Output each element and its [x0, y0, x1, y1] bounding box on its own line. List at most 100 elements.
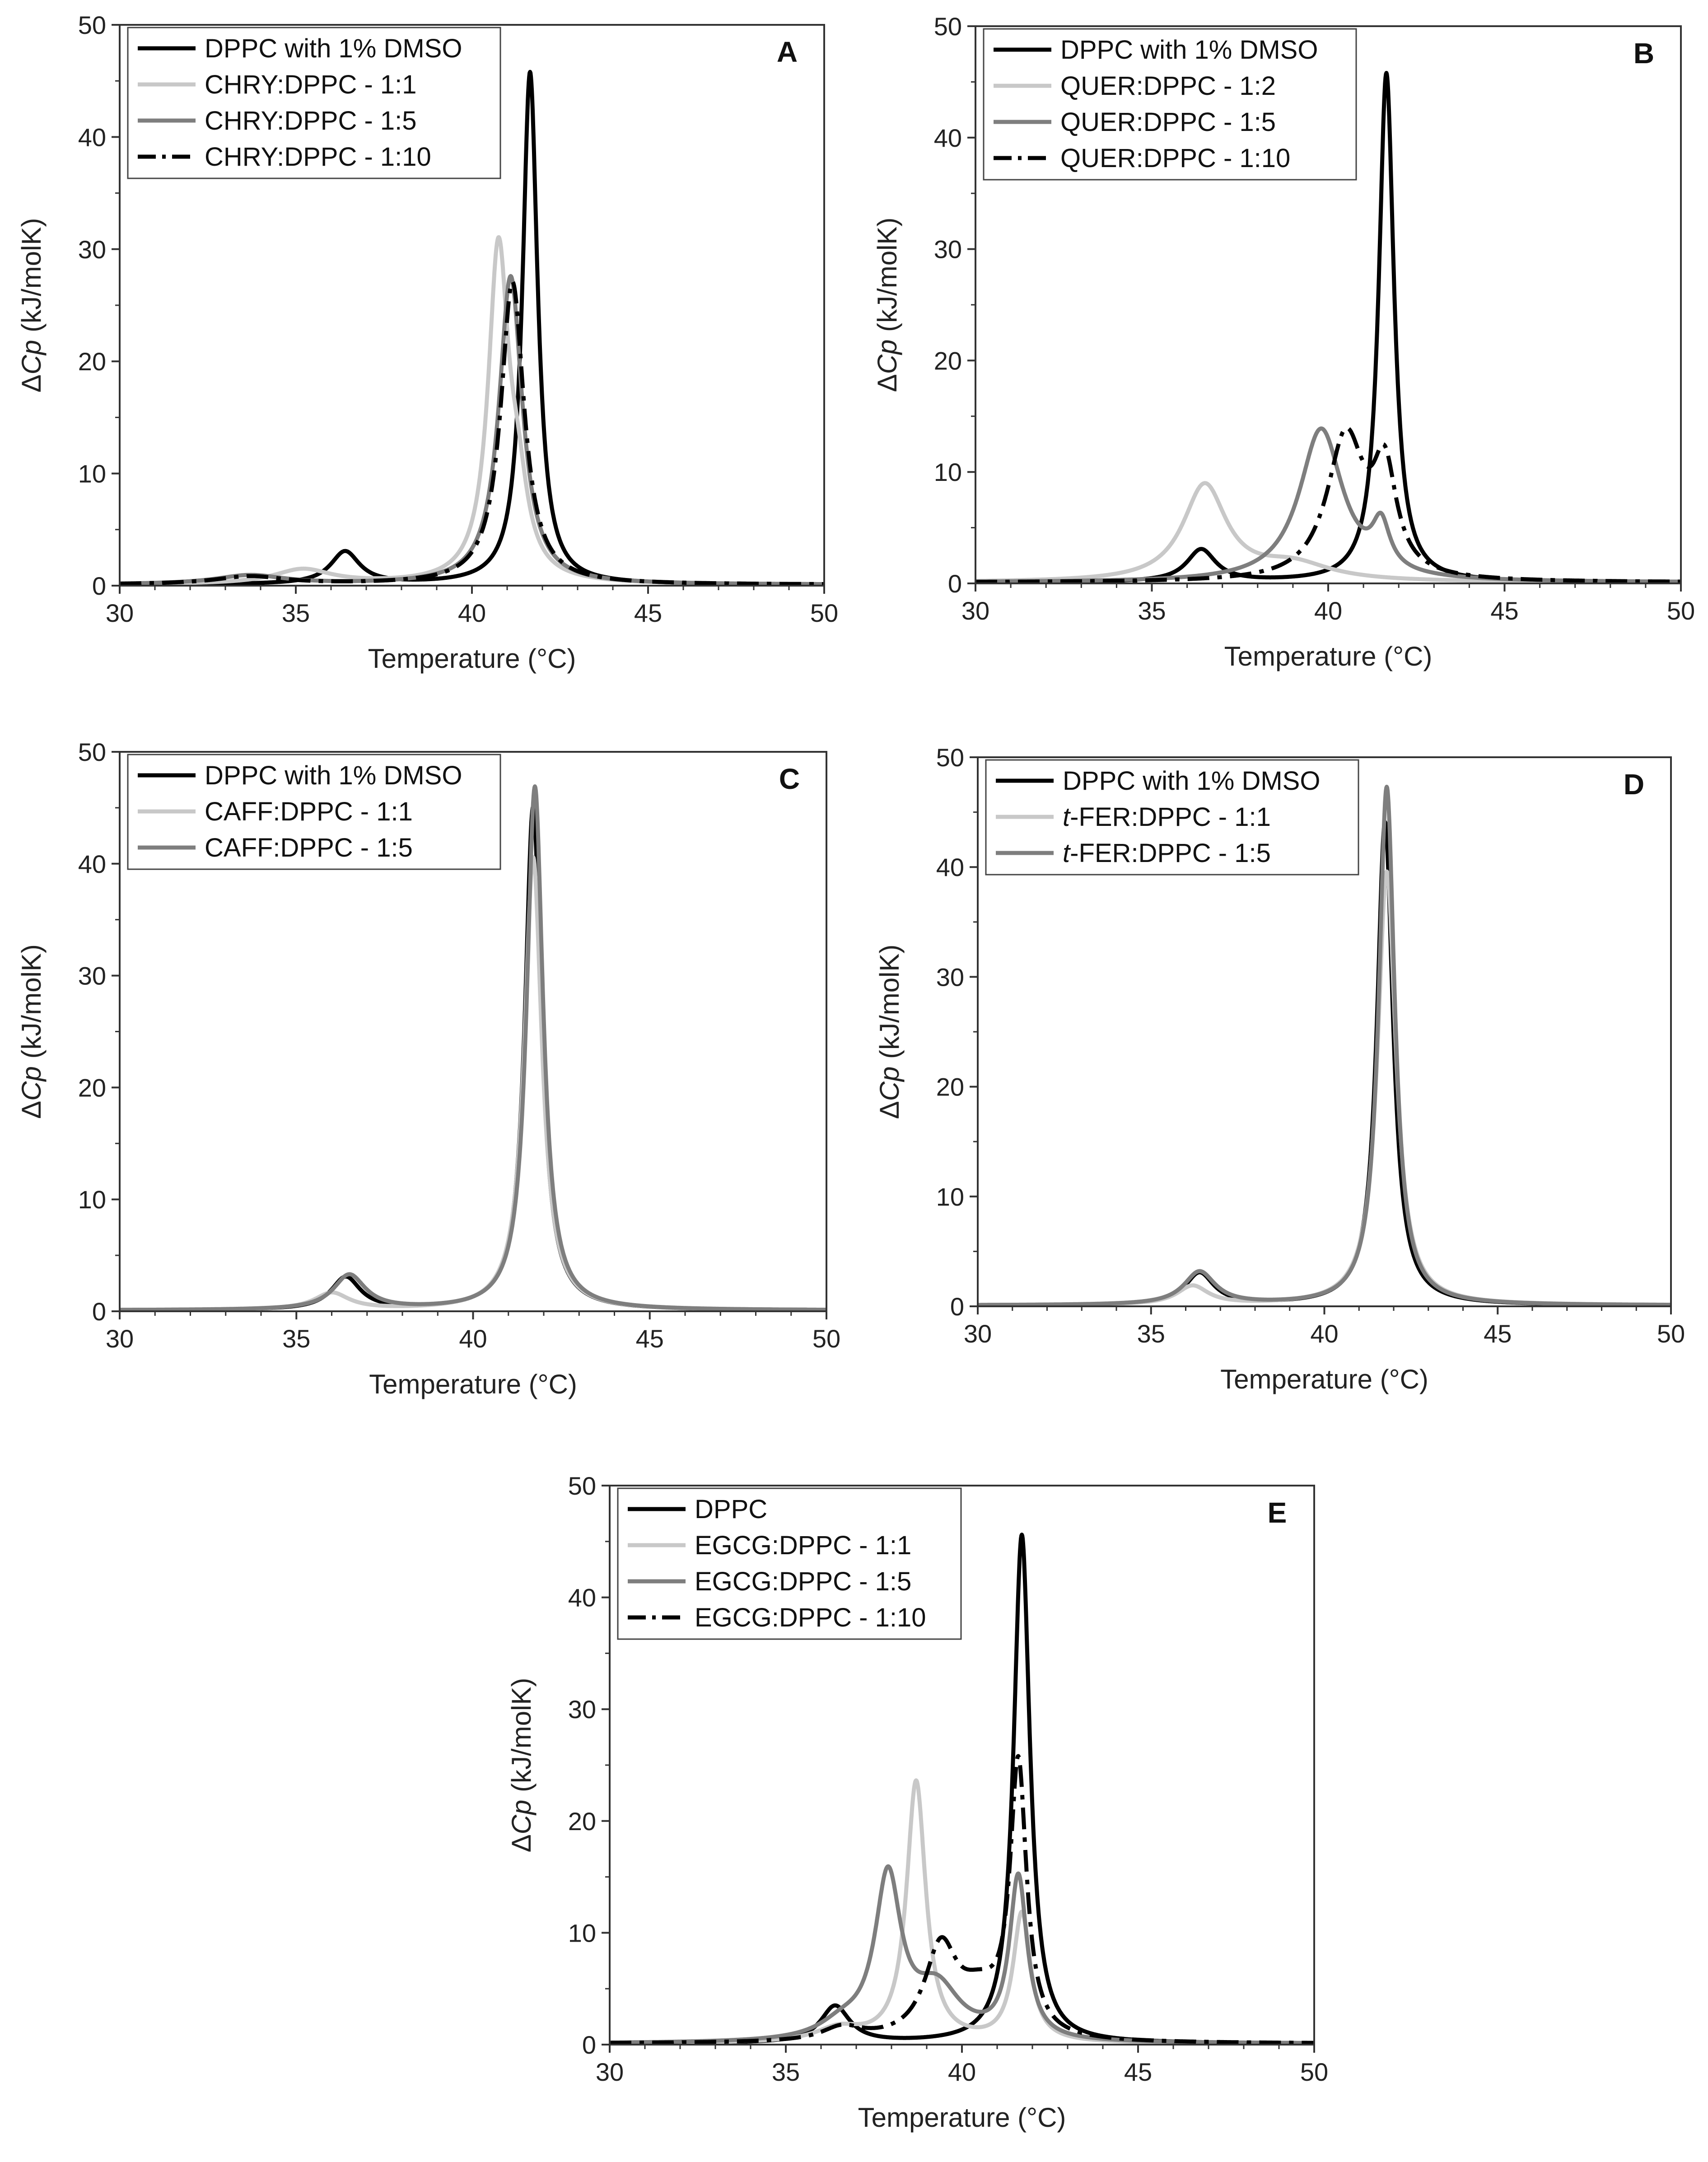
y-tick-label: 20: [78, 347, 106, 376]
legend-box: [617, 1487, 962, 1640]
y-axis-label-units: (kJ/molK): [874, 945, 905, 1067]
y-tick-label: 50: [936, 743, 964, 772]
y-tick-label: 40: [934, 124, 962, 152]
y-axis-label-cp: Cp: [872, 340, 902, 374]
y-tick-label: 30: [568, 1695, 596, 1724]
legend-entry-part: CHRY:DPPC - 1:5: [205, 106, 417, 135]
series-line-e-3: [610, 1754, 1314, 2045]
series-line-a-3: [120, 280, 824, 586]
y-tick-label: 0: [92, 1297, 106, 1326]
x-axis-label: Temperature (°C): [368, 643, 576, 674]
panel-letter: B: [1633, 37, 1654, 70]
panel-letter: A: [777, 36, 798, 68]
legend-entry: CHRY:DPPC - 1:10: [205, 142, 431, 172]
y-tick-label: 50: [78, 738, 106, 766]
x-tick-label: 50: [1657, 1319, 1685, 1348]
series-line-b-3: [975, 426, 1681, 583]
x-tick-label: 50: [810, 599, 838, 627]
legend-entry-part: t: [1063, 802, 1071, 832]
legend-entry-part: EGCG:DPPC - 1:1: [695, 1531, 911, 1560]
chart-panel-e: 30 35 40 45 50 0 10 20 30 40 50 Temperature (°C) ΔCp…: [506, 1472, 1328, 2133]
y-tick-label: 30: [78, 962, 106, 990]
panel-letter: E: [1268, 1496, 1287, 1529]
x-tick-label: 30: [106, 1324, 134, 1353]
legend-entry-part: CHRY:DPPC - 1:10: [205, 142, 431, 172]
x-axis-label: Temperature (°C): [1220, 1364, 1428, 1394]
legend-entry-part: CAFF:DPPC - 1:1: [205, 797, 413, 826]
legend-entry: CAFF:DPPC - 1:1: [205, 797, 413, 826]
legend-entry-part: DPPC with 1% DMSO: [205, 761, 462, 790]
chart-panel-c: 30 35 40 45 50 0 10 20 30 40 50 Temperature (°C) ΔCp…: [16, 738, 840, 1399]
x-tick-label: 45: [1490, 596, 1518, 625]
y-axis-label: ΔCp (kJ/molK): [874, 945, 905, 1119]
series-line-a-1: [120, 235, 824, 586]
series-line-d-1: [978, 869, 1671, 1306]
legend-entry-part: QUER:DPPC - 1:10: [1060, 144, 1290, 173]
y-tick-label: 0: [582, 2031, 596, 2059]
legend-box: [983, 28, 1357, 181]
y-tick-label: 0: [92, 572, 106, 600]
x-tick-label: 40: [459, 1324, 487, 1353]
x-tick-label: 40: [458, 599, 486, 627]
y-axis-label-delta: Δ: [874, 1101, 905, 1119]
x-tick-label: 50: [1667, 596, 1695, 625]
legend-entry: DPPC: [695, 1495, 767, 1524]
legend-entry: DPPC with 1% DMSO: [1060, 35, 1318, 65]
x-tick-label: 30: [961, 596, 989, 625]
y-axis-label-units: (kJ/molK): [16, 944, 47, 1066]
series-line-d-0: [978, 820, 1671, 1306]
legend-entry-part: EGCG:DPPC - 1:10: [695, 1603, 926, 1632]
legend-entry-part: QUER:DPPC - 1:2: [1060, 71, 1276, 101]
y-tick-label: 10: [936, 1183, 964, 1211]
y-tick-label: 0: [948, 569, 962, 598]
y-tick-label: 40: [568, 1584, 596, 1612]
panel-letter: C: [779, 763, 800, 795]
x-tick-label: 30: [596, 2058, 624, 2086]
legend-entry-part: CAFF:DPPC - 1:5: [205, 833, 413, 862]
x-tick-label: 50: [812, 1324, 840, 1353]
y-tick-label: 50: [568, 1472, 596, 1500]
y-axis-label-cp: Cp: [506, 1800, 537, 1835]
series-line-c-0: [120, 804, 826, 1311]
x-tick-label: 45: [1124, 2058, 1152, 2086]
x-tick-label: 30: [964, 1319, 992, 1348]
legend-entry: DPPC with 1% DMSO: [205, 34, 462, 63]
y-axis-label-delta: Δ: [16, 1101, 47, 1119]
y-tick-label: 10: [78, 1185, 106, 1214]
chart-panel-a: 30 35 40 45 50 0 10 20 30 40 50 Temperature (°C) ΔCp…: [16, 11, 838, 674]
y-tick-label: 30: [78, 235, 106, 264]
legend-entry-part: DPPC with 1% DMSO: [1063, 766, 1320, 796]
legend-entry-part: -FER:DPPC - 1:1: [1070, 802, 1271, 832]
legend-entry-part: CHRY:DPPC - 1:1: [205, 70, 417, 99]
x-axis-label: Temperature (°C): [858, 2102, 1066, 2133]
y-tick-label: 10: [934, 458, 962, 486]
series-line-e-2: [610, 1864, 1314, 2045]
legend-entry: EGCG:DPPC - 1:1: [695, 1531, 911, 1560]
x-tick-label: 40: [1310, 1319, 1338, 1348]
y-tick-label: 30: [934, 235, 962, 264]
y-tick-label: 30: [936, 963, 964, 991]
x-axis-label: Temperature (°C): [369, 1369, 577, 1399]
series-line-b-1: [975, 481, 1681, 583]
y-axis-label-delta: Δ: [872, 374, 902, 392]
series-line-b-2: [975, 426, 1681, 583]
legend-entry-part: DPPC: [695, 1495, 767, 1524]
y-tick-label: 20: [78, 1073, 106, 1102]
x-tick-label: 50: [1300, 2058, 1328, 2086]
legend-entry: EGCG:DPPC - 1:10: [695, 1603, 926, 1632]
x-tick-label: 35: [1138, 596, 1166, 625]
y-tick-label: 10: [78, 460, 106, 488]
y-axis-label-delta: Δ: [16, 374, 47, 392]
series-line-c-2: [120, 784, 826, 1311]
y-tick-label: 10: [568, 1919, 596, 1947]
legend-entry: CAFF:DPPC - 1:5: [205, 833, 413, 862]
legend-entry: QUER:DPPC - 1:5: [1060, 107, 1276, 137]
y-axis-label: ΔCp (kJ/molK): [506, 1678, 537, 1853]
y-axis-label-units: (kJ/molK): [16, 218, 47, 340]
x-axis-label: Temperature (°C): [1224, 641, 1433, 671]
series-line-d-2: [978, 784, 1671, 1306]
y-tick-label: 20: [568, 1807, 596, 1836]
y-axis-label-units: (kJ/molK): [872, 218, 902, 340]
legend-entry: EGCG:DPPC - 1:5: [695, 1567, 911, 1596]
